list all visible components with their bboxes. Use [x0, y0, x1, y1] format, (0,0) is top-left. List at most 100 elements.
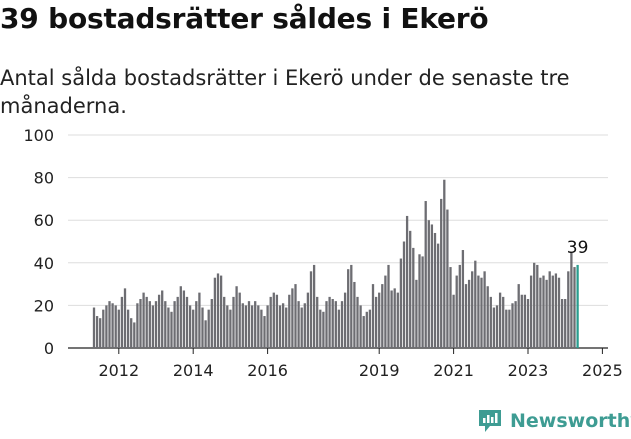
- bar: [285, 307, 288, 348]
- bar: [300, 307, 303, 348]
- bar: [353, 281, 356, 348]
- bar: [436, 243, 440, 348]
- bar: [229, 309, 232, 348]
- bar: [294, 284, 297, 348]
- bar: [291, 288, 294, 348]
- bar: [130, 318, 133, 348]
- bar: [272, 292, 275, 348]
- bar: [378, 292, 381, 348]
- bar: [219, 275, 223, 348]
- bar: [374, 296, 378, 348]
- bar: [312, 264, 316, 348]
- bar: [226, 305, 229, 348]
- bar: [539, 277, 542, 348]
- bar: [95, 316, 99, 348]
- bar: [387, 264, 390, 348]
- bar: [467, 279, 471, 348]
- y-tick-label: 0: [44, 339, 54, 358]
- bar: [440, 198, 443, 348]
- bar: [402, 241, 406, 348]
- bar: [433, 232, 437, 348]
- bar: [151, 305, 155, 348]
- bar: [114, 305, 117, 348]
- bar: [393, 288, 396, 348]
- bar: [198, 292, 201, 348]
- bar: [176, 296, 179, 348]
- bar: [260, 309, 263, 348]
- bar: [570, 252, 573, 348]
- bar: [235, 286, 238, 348]
- bar: [192, 309, 195, 348]
- bar: [517, 284, 520, 348]
- bar: [409, 230, 412, 348]
- bar: [471, 271, 474, 348]
- bar: [185, 296, 189, 348]
- bar: [356, 296, 359, 348]
- x-tick-label: 2021: [433, 361, 474, 380]
- bar: [139, 299, 142, 348]
- bar: [381, 284, 384, 348]
- bar: [297, 301, 300, 348]
- bar: [418, 254, 421, 348]
- bar: [483, 271, 486, 348]
- bar: [238, 292, 241, 348]
- bar: [455, 275, 458, 348]
- bar: [254, 301, 257, 348]
- bar: [362, 316, 365, 348]
- bar: [322, 311, 325, 348]
- bar: [334, 301, 337, 348]
- x-tick-label: 2023: [508, 361, 549, 380]
- bar: [275, 294, 279, 348]
- bar: [405, 215, 409, 348]
- bar: [306, 292, 310, 348]
- chart-subtitle: Antal sålda bostadsrätter i Ekerö under …: [0, 66, 570, 118]
- bar: [328, 296, 331, 348]
- bar: [340, 301, 344, 348]
- bar: [533, 262, 536, 348]
- bar: [492, 307, 496, 348]
- bar: [316, 296, 319, 348]
- bar: [337, 309, 341, 348]
- bar: [325, 301, 328, 348]
- bar: [179, 286, 182, 348]
- bar: [223, 296, 226, 348]
- bar: [495, 305, 499, 348]
- bar: [182, 290, 186, 348]
- bar: [399, 258, 403, 348]
- bar: [489, 296, 492, 348]
- y-tick-label: 60: [34, 211, 54, 230]
- bar: [167, 307, 170, 348]
- bar: [99, 318, 102, 348]
- bar: [458, 264, 461, 348]
- newsworthy-logo[interactable]: Newsworthy: [476, 407, 631, 435]
- y-tick-label: 80: [34, 169, 54, 188]
- bar: [480, 277, 483, 348]
- bar: [520, 294, 523, 348]
- bar: [505, 309, 508, 348]
- bar: [201, 307, 204, 348]
- bar: [474, 260, 477, 348]
- x-tick-label: 2016: [247, 361, 288, 380]
- bar: [148, 301, 151, 348]
- bar: [319, 309, 322, 348]
- bar: [427, 220, 430, 348]
- bar: [343, 292, 347, 348]
- bar: [303, 303, 306, 348]
- bar: [424, 201, 427, 348]
- bar-series: [92, 179, 579, 348]
- bar: [443, 179, 446, 348]
- bar: [244, 305, 248, 348]
- bar: [529, 275, 533, 348]
- y-tick-label: 40: [34, 254, 54, 273]
- bar: [154, 301, 158, 348]
- bar: [204, 320, 207, 348]
- bar: [133, 322, 136, 348]
- bar: [449, 267, 452, 348]
- bar: [111, 303, 114, 348]
- bar: [557, 277, 561, 348]
- bar: [164, 301, 167, 348]
- y-tick-label: 100: [23, 126, 54, 145]
- bar: [390, 290, 393, 348]
- bar: [511, 303, 514, 348]
- gridlines: 0 20 40 60 80 100: [23, 126, 608, 358]
